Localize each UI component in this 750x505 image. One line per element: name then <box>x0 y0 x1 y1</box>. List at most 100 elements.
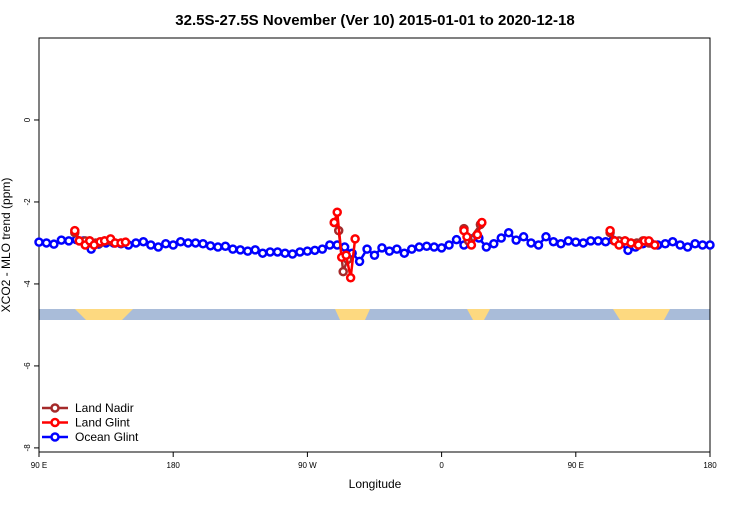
data-point <box>205 241 216 251</box>
data-point <box>56 235 67 245</box>
data-point <box>600 236 611 247</box>
x-tick-label: 180 <box>703 461 717 470</box>
data-point <box>153 242 164 252</box>
ocean-strip <box>39 309 710 320</box>
data-point <box>257 248 268 258</box>
data-point <box>614 240 624 250</box>
y-tick-label: -4 <box>23 280 32 288</box>
data-point <box>429 242 439 252</box>
data-point <box>481 242 492 252</box>
data-point <box>345 273 356 283</box>
data-point <box>414 242 424 252</box>
data-point <box>548 236 559 247</box>
data-point <box>350 234 360 244</box>
data-point <box>70 225 80 236</box>
data-point <box>705 240 715 250</box>
data-point <box>34 237 44 247</box>
x-tick-label: 90 W <box>298 461 317 470</box>
x-tick-label: 0 <box>439 461 444 470</box>
y-tick-label: -2 <box>23 198 32 206</box>
data-point <box>138 236 149 247</box>
legend-label: Land Nadir <box>75 401 134 415</box>
data-point <box>626 238 636 248</box>
data-point <box>272 247 283 257</box>
data-point <box>265 247 275 257</box>
x-tick-label: 180 <box>167 461 181 470</box>
data-point <box>280 248 290 258</box>
data-point <box>472 230 483 240</box>
data-point <box>235 245 246 255</box>
data-point <box>421 241 432 251</box>
data-point <box>384 246 395 256</box>
data-point <box>436 243 447 253</box>
data-point <box>131 238 141 248</box>
data-point <box>146 240 156 250</box>
data-point <box>329 217 339 228</box>
data-point <box>168 240 178 250</box>
data-point <box>354 256 365 267</box>
data-point <box>650 240 660 250</box>
data-point <box>392 244 402 254</box>
data-point <box>690 239 700 249</box>
x-tick-label: 90 E <box>31 461 47 470</box>
data-point <box>585 236 596 246</box>
data-point <box>556 239 566 249</box>
data-point <box>325 240 335 250</box>
legend-label: Ocean Glint <box>75 430 139 444</box>
data-point <box>243 246 253 256</box>
legend-marker <box>50 417 60 428</box>
land-strip <box>75 309 133 320</box>
legend-label: Land Glint <box>75 416 130 430</box>
data-point <box>511 235 521 245</box>
legend-marker <box>50 432 60 442</box>
data-point <box>563 236 574 246</box>
data-point <box>518 232 529 242</box>
data-point <box>496 233 506 243</box>
data-point <box>362 244 372 254</box>
land-strip <box>335 309 370 320</box>
data-point <box>667 236 678 247</box>
data-point <box>466 240 477 250</box>
land-strip <box>613 309 670 320</box>
data-point <box>74 236 85 246</box>
x-tick-label: 90 E <box>568 461 584 470</box>
data-point <box>41 238 52 248</box>
data-point <box>682 242 693 252</box>
data-point <box>338 266 348 277</box>
data-point <box>675 240 685 250</box>
data-point <box>477 217 487 228</box>
data-point <box>49 239 59 249</box>
data-point <box>407 244 417 254</box>
data-point <box>660 239 671 249</box>
data-point <box>302 246 313 256</box>
data-point <box>190 238 201 248</box>
legend-marker <box>50 403 60 413</box>
y-tick-label: -6 <box>23 362 32 370</box>
data-point <box>317 244 328 254</box>
data-point <box>633 240 644 250</box>
data-point <box>250 245 260 255</box>
data-point <box>571 237 581 247</box>
data-point <box>489 239 499 249</box>
data-point <box>228 244 238 254</box>
data-point <box>198 239 208 249</box>
data-point <box>295 247 305 257</box>
data-point <box>310 245 320 256</box>
data-point <box>451 234 462 245</box>
data-point <box>462 232 472 242</box>
data-point <box>593 236 603 246</box>
data-point <box>175 236 186 247</box>
map-strip <box>39 309 710 320</box>
data-point <box>377 243 387 253</box>
data-point <box>697 240 708 250</box>
data-point <box>64 236 74 246</box>
data-point <box>526 238 536 248</box>
data-point <box>369 250 380 260</box>
data-point <box>444 240 454 250</box>
data-point <box>213 242 223 252</box>
y-tick-label: -8 <box>23 444 32 452</box>
chart-title: 32.5S-27.5S November (Ver 10) 2015-01-01… <box>175 12 574 29</box>
data-point <box>605 225 615 236</box>
